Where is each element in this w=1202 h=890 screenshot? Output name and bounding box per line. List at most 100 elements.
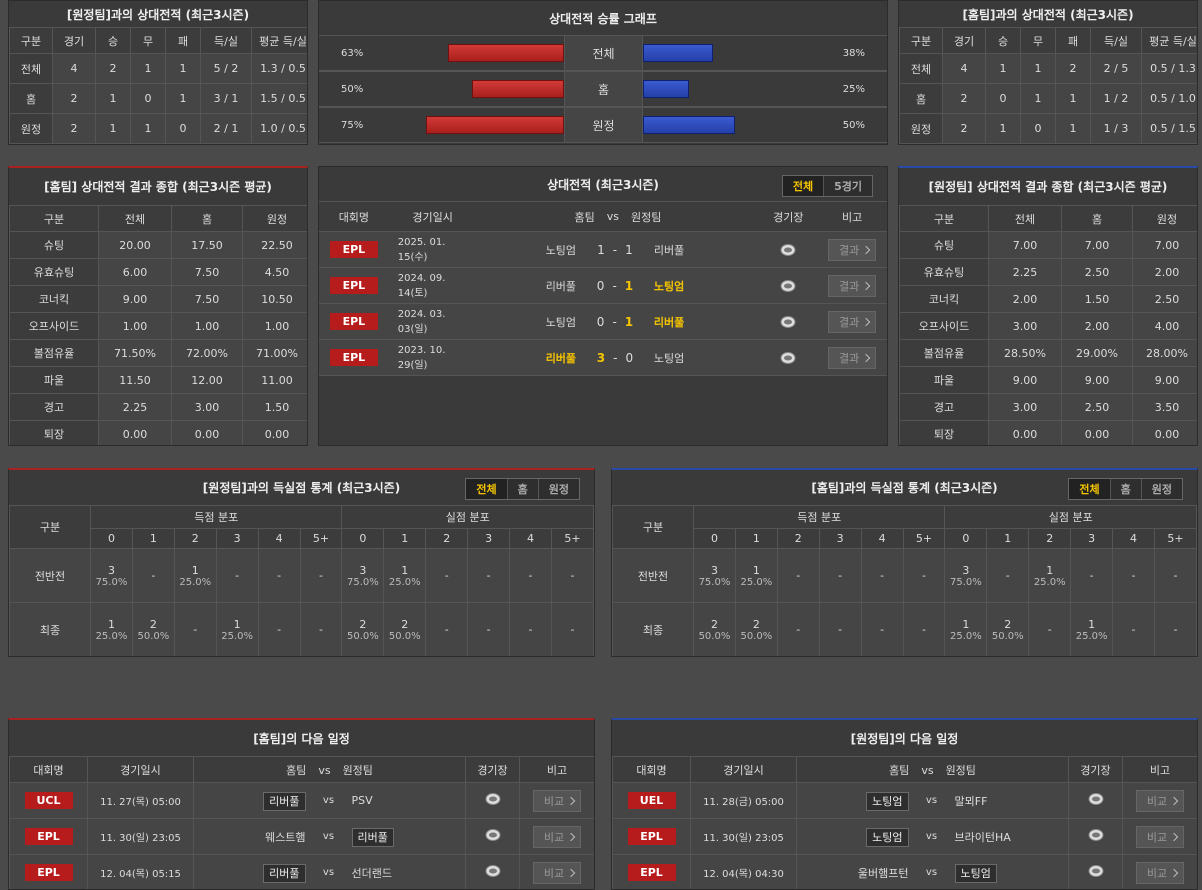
column-group-header: 득점 분포: [89, 505, 343, 529]
button[interactable]: 비교: [532, 789, 582, 812]
column-header-group: 홈팀 vs 원정팀: [476, 202, 759, 231]
button[interactable]: 결과: [828, 310, 877, 333]
chevron: [1169, 832, 1179, 841]
cell: -: [550, 602, 594, 656]
button[interactable]: 비교: [1135, 861, 1185, 884]
league-badge: EPL: [627, 828, 676, 845]
tab[interactable]: 홈: [506, 479, 538, 499]
row-label: 최종: [9, 602, 91, 656]
cell: 7.50: [171, 285, 243, 313]
match-row: EPL 2025. 01. 15(수) 노팅엄 1-1 리버풀 결과: [319, 232, 887, 268]
cell: 1: [1020, 83, 1056, 114]
cell: 7.00: [1132, 231, 1197, 259]
bin-header: 4: [509, 528, 552, 549]
tab[interactable]: 원정: [537, 479, 579, 499]
empty-value: -: [486, 569, 491, 582]
column-header: 패: [1055, 27, 1091, 54]
tab[interactable]: 원정: [1140, 479, 1182, 499]
cell: 3 75.0%: [693, 548, 736, 603]
stadium-icon: [1088, 865, 1103, 877]
table: 대회명 경기일시 홈팀 vs 원정팀 경기장 비고 UEL 11. 28(금) 05:00 노팅엄…: [612, 756, 1197, 889]
table-row: EPL 11. 30(일) 23:05 웨스트햄 vs 리버풀 비교: [9, 818, 594, 855]
panel-title: 상대전적 (최근3시즌) 전체 5경기: [319, 167, 887, 201]
stadium-cell: [1068, 782, 1123, 819]
table-row: UEL 11. 28(금) 05:00 노팅엄 vs 말뫼FF 비교: [612, 782, 1197, 819]
cell: 6.00: [98, 258, 172, 286]
table-row: 최종 1 25.0% 2 50.0% -1 25.0% - -2 50.0% 2 50.0% - - - -: [9, 602, 594, 656]
bin-header: 2: [425, 528, 469, 549]
bin-header: 3: [1070, 528, 1114, 549]
button[interactable]: 비교: [532, 825, 582, 848]
cell: 2 50.0%: [693, 602, 736, 656]
cell: 볼점유율: [9, 339, 99, 367]
cell: 볼점유율: [899, 339, 989, 367]
cell: 4: [942, 53, 986, 84]
bin-header: 1: [131, 528, 175, 549]
button-label: 비교: [1146, 866, 1168, 880]
cell: 경고: [899, 393, 989, 421]
home-rate-label: 63%: [341, 47, 364, 59]
button[interactable]: 비교: [1135, 825, 1185, 848]
tab[interactable]: 전체: [782, 176, 824, 196]
league-badge: EPL: [329, 277, 378, 294]
empty-value: -: [1089, 569, 1094, 582]
cell: 9.00: [1132, 366, 1197, 394]
table-row: 전체 4 1 1 2 2 / 5 0.5 / 1.3: [899, 53, 1197, 84]
button-label: 비교: [1146, 794, 1168, 808]
cell: 경고: [9, 393, 99, 421]
cell: 3.50: [1132, 393, 1197, 421]
tab[interactable]: 전체: [466, 479, 507, 499]
count: 2: [359, 617, 367, 631]
tab[interactable]: 5경기: [823, 176, 872, 196]
table-row: 파울 9.00 9.00 9.00: [899, 366, 1197, 394]
score-separator: -: [612, 278, 617, 293]
column-header: 대회명: [9, 756, 88, 783]
cell: 유효슈팅: [9, 258, 99, 286]
cell: 9.00: [1061, 366, 1133, 394]
cell: 1.50: [1061, 285, 1133, 313]
column-header: 경기일시: [412, 210, 453, 224]
button-label: 비교: [543, 830, 565, 844]
count: 2: [710, 617, 718, 631]
league-cell: EPL: [319, 304, 389, 339]
table-row: 볼점유율 28.50% 29.00% 28.00%: [899, 339, 1197, 367]
tab-group: 전체 홈 원정: [465, 478, 580, 500]
chevron: [862, 353, 871, 362]
home-bar: [471, 80, 564, 98]
stadium-icon: [780, 279, 796, 292]
table-row: 볼점유율 71.50% 72.00% 71.00%: [9, 339, 307, 367]
cell: 2.00: [988, 285, 1062, 313]
home-cell: 노팅엄: [796, 782, 917, 819]
score-separator: -: [612, 242, 618, 257]
button[interactable]: 결과: [828, 274, 877, 297]
cell: -: [1070, 548, 1114, 603]
panel: [홈팀]의 다음 일정 대회명 경기일시 홈팀 vs 원정팀 경기장 비고 UCL 11. 27(…: [8, 718, 595, 890]
table-row: 전반전 3 75.0% 1 25.0% - - - -3 75.0% -1 25.0% - - -: [612, 548, 1197, 603]
count: 1: [233, 617, 241, 631]
header-row: 구분 득점 분포 실점 분포: [612, 505, 1197, 549]
row-label: 전반전: [612, 548, 694, 603]
table-row: 슈팅 20.00 17.50 22.50: [9, 231, 307, 259]
button[interactable]: 결과: [828, 346, 877, 369]
button[interactable]: 결과: [828, 238, 877, 261]
bin-header: 0: [944, 528, 988, 549]
column-header: 홈: [171, 205, 243, 232]
button[interactable]: 비교: [1135, 789, 1185, 812]
tab[interactable]: 홈: [1109, 479, 1141, 499]
away-team: 말뫼FF: [954, 794, 988, 808]
cell: 11.00: [242, 366, 307, 394]
league-badge: UEL: [627, 792, 676, 809]
cell: 0.5 / 1.5: [1141, 113, 1197, 144]
column-header: 승: [985, 27, 1021, 54]
tab[interactable]: 전체: [1069, 479, 1110, 499]
empty-value: -: [921, 569, 926, 582]
match-date: 2024. 09. 14(토): [397, 272, 446, 299]
header-row: 구분 경기 승 무 패 득/실 평균 득/실: [899, 27, 1197, 54]
stadium-icon: [485, 865, 500, 877]
panel-title: [원정팀]의 다음 일정: [850, 731, 959, 746]
percent: 25.0%: [95, 630, 128, 642]
home-bar: [447, 44, 564, 62]
button[interactable]: 비교: [532, 861, 582, 884]
bin-header: 0: [693, 528, 736, 549]
